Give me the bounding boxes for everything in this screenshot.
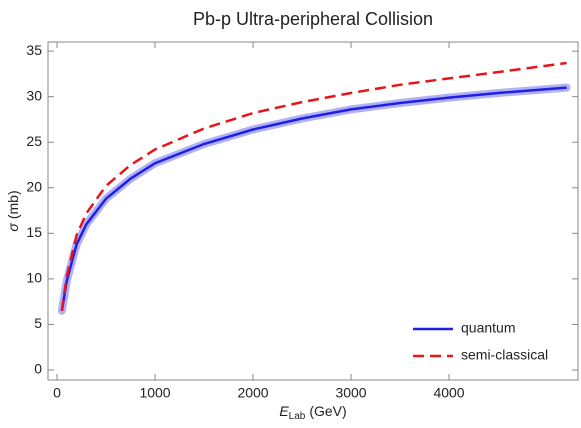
legend-label: quantum	[461, 320, 515, 336]
y-axis-label: σ(mb)	[5, 190, 21, 231]
x-tick-label: 1000	[139, 385, 170, 401]
line-band	[57, 83, 571, 315]
legend-label: semi-classical	[461, 347, 548, 363]
y-tick-label: 30	[26, 87, 42, 103]
chart-title: Pb-p Ultra-peripheral Collision	[193, 9, 433, 29]
y-tick-label: 5	[34, 315, 42, 331]
y-tick-label: 15	[26, 224, 42, 240]
x-axis-label: ELab (GeV)	[279, 403, 346, 422]
y-tick-label: 20	[26, 178, 42, 194]
plot-frame	[47, 41, 579, 381]
x-tick-label: 3000	[335, 385, 366, 401]
y-tick-label: 25	[26, 133, 42, 149]
x-tick-label: 2000	[237, 385, 268, 401]
line	[60, 86, 567, 312]
y-tick-label: 35	[26, 42, 42, 58]
line	[60, 61, 567, 311]
x-tick-label: 0	[53, 385, 61, 401]
y-tick-label: 0	[34, 361, 42, 377]
y-tick-label: 10	[26, 270, 42, 286]
x-tick-label: 4000	[433, 385, 464, 401]
